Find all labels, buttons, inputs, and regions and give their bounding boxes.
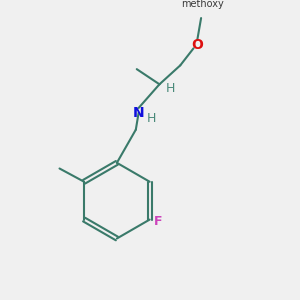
Text: H: H <box>147 112 157 125</box>
Text: N: N <box>133 106 145 120</box>
Text: F: F <box>153 215 162 228</box>
Text: H: H <box>166 82 176 94</box>
Text: O: O <box>191 38 203 52</box>
Text: methoxy: methoxy <box>182 0 224 9</box>
